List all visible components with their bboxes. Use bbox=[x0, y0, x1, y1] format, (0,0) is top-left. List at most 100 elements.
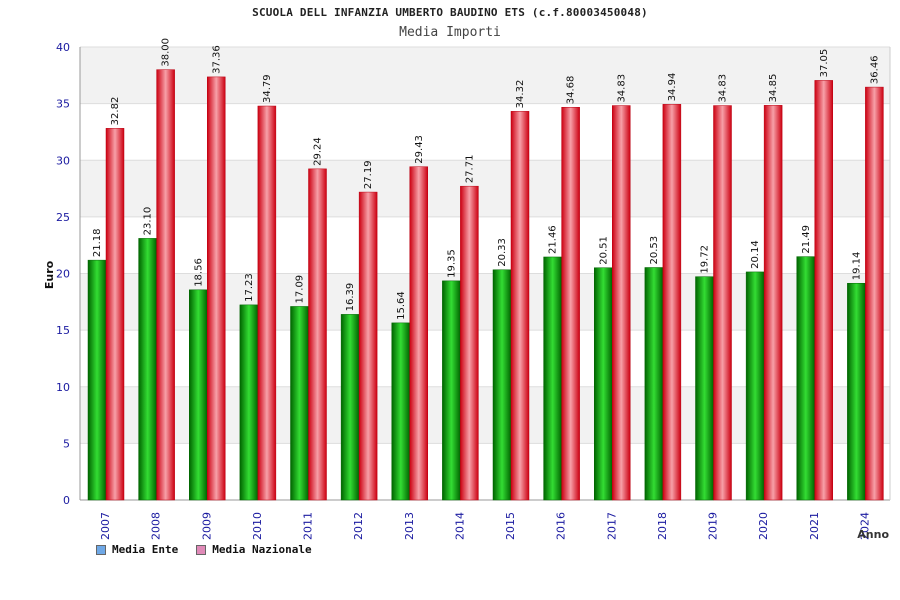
x-tick-label: 2019 bbox=[707, 512, 720, 540]
bar-media-ente-2016 bbox=[543, 256, 562, 501]
bar-media-nazionale-2010 bbox=[257, 105, 277, 501]
value-label: 16.39 bbox=[345, 283, 356, 312]
x-tick-label: 2008 bbox=[150, 512, 163, 540]
y-tick-label: 5 bbox=[63, 437, 70, 450]
value-label: 32.82 bbox=[110, 97, 121, 126]
bar-media-nazionale-2017 bbox=[612, 105, 631, 501]
y-tick-label: 30 bbox=[56, 154, 70, 167]
legend-item-media-nazionale: Media Nazionale bbox=[196, 543, 312, 556]
bar-media-nazionale-2019 bbox=[713, 105, 732, 501]
bar-media-nazionale-2015 bbox=[510, 111, 530, 501]
value-label: 20.51 bbox=[598, 236, 609, 265]
value-label: 34.83 bbox=[718, 74, 729, 103]
x-axis-label: Anno bbox=[857, 528, 889, 541]
x-tick-label: 2010 bbox=[251, 512, 264, 540]
bar-media-ente-2014 bbox=[442, 280, 461, 501]
value-label: 34.79 bbox=[262, 74, 273, 103]
bar-media-nazionale-2007 bbox=[105, 128, 125, 501]
bar-media-nazionale-2013 bbox=[409, 166, 428, 501]
value-label: 34.68 bbox=[566, 76, 577, 105]
value-label: 27.71 bbox=[464, 155, 475, 184]
legend-item-media-ente: Media Ente bbox=[96, 543, 178, 556]
x-tick-label: 2013 bbox=[403, 512, 416, 540]
bar-media-ente-2015 bbox=[492, 269, 512, 501]
bar-media-ente-2010 bbox=[239, 304, 259, 501]
bar-media-ente-2008 bbox=[138, 238, 157, 501]
x-tick-label: 2012 bbox=[352, 512, 365, 540]
x-tick-label: 2015 bbox=[504, 512, 517, 540]
value-label: 37.05 bbox=[819, 49, 830, 78]
value-label: 19.14 bbox=[851, 252, 862, 281]
value-label: 34.83 bbox=[616, 74, 627, 103]
value-label: 37.36 bbox=[211, 45, 222, 74]
bar-media-ente-2007 bbox=[87, 259, 107, 501]
y-tick-label: 20 bbox=[56, 268, 70, 281]
chart-subtitle: Media Importi bbox=[399, 25, 501, 40]
bar-media-ente-2011 bbox=[290, 306, 309, 501]
bar-media-ente-2012 bbox=[340, 314, 360, 501]
value-label: 36.46 bbox=[869, 55, 880, 84]
y-tick-label: 35 bbox=[56, 98, 70, 111]
value-label: 15.64 bbox=[396, 291, 407, 320]
value-label: 34.94 bbox=[667, 73, 678, 102]
x-tick-label: 2017 bbox=[605, 512, 618, 540]
value-label: 19.35 bbox=[446, 249, 457, 278]
bar-media-ente-2019 bbox=[695, 276, 714, 501]
legend-label-media-ente: Media Ente bbox=[112, 543, 179, 556]
x-tick-label: 2011 bbox=[302, 512, 315, 540]
value-label: 17.09 bbox=[295, 275, 306, 304]
y-tick-label: 0 bbox=[63, 494, 70, 507]
bar-media-nazionale-2018 bbox=[662, 104, 682, 501]
y-tick-label: 25 bbox=[56, 211, 70, 224]
bar-media-nazionale-2024 bbox=[865, 86, 884, 501]
value-label: 20.14 bbox=[750, 240, 761, 269]
value-label: 21.46 bbox=[548, 225, 559, 254]
x-tick-label: 2016 bbox=[555, 512, 568, 540]
bar-media-nazionale-2011 bbox=[308, 168, 327, 501]
value-label: 27.19 bbox=[363, 160, 374, 189]
value-label: 20.53 bbox=[649, 236, 660, 265]
value-label: 29.24 bbox=[313, 137, 324, 166]
value-label: 29.43 bbox=[414, 135, 425, 164]
bar-media-ente-2024 bbox=[847, 282, 866, 501]
x-tick-label: 2018 bbox=[656, 512, 669, 540]
value-label: 21.18 bbox=[92, 228, 103, 257]
value-label: 38.00 bbox=[161, 38, 172, 67]
value-label: 18.56 bbox=[193, 258, 204, 287]
y-tick-label: 15 bbox=[56, 324, 70, 337]
bar-media-ente-2013 bbox=[391, 322, 410, 501]
legend-swatch-media-nazionale bbox=[196, 544, 207, 555]
value-label: 34.32 bbox=[515, 80, 526, 109]
y-tick-label: 40 bbox=[56, 41, 70, 54]
legend: Media Ente Media Nazionale bbox=[96, 543, 312, 556]
x-tick-label: 2020 bbox=[757, 512, 770, 540]
y-axis-label: Euro bbox=[43, 260, 56, 289]
bar-media-nazionale-2009 bbox=[207, 76, 226, 501]
bar-media-ente-2018 bbox=[644, 267, 664, 501]
value-label: 20.33 bbox=[497, 238, 508, 267]
value-label: 21.49 bbox=[801, 225, 812, 254]
x-tick-label: 2021 bbox=[808, 512, 821, 540]
x-tick-label: 2014 bbox=[453, 512, 466, 540]
bar-media-nazionale-2021 bbox=[814, 80, 833, 501]
legend-swatch-media-ente bbox=[96, 544, 106, 555]
bar-media-nazionale-2014 bbox=[460, 185, 479, 501]
bar-media-ente-2021 bbox=[796, 256, 815, 501]
bar-media-nazionale-2012 bbox=[358, 191, 378, 501]
x-tick-label: 2009 bbox=[200, 512, 213, 540]
legend-label-media-nazionale: Media Nazionale bbox=[212, 543, 312, 556]
value-label: 34.85 bbox=[768, 74, 779, 103]
x-tick-label: 2024 bbox=[858, 512, 871, 540]
y-tick-label: 10 bbox=[56, 381, 70, 394]
bar-media-ente-2009 bbox=[189, 289, 208, 501]
chart-title: SCUOLA DELL INFANZIA UMBERTO BAUDINO ETS… bbox=[252, 6, 648, 19]
bar-media-nazionale-2016 bbox=[561, 106, 580, 501]
value-label: 19.72 bbox=[700, 245, 711, 274]
bar-media-nazionale-2020 bbox=[763, 105, 783, 501]
bar-media-nazionale-2008 bbox=[156, 69, 175, 501]
bar-media-ente-2017 bbox=[594, 267, 613, 501]
x-tick-label: 2007 bbox=[99, 512, 112, 540]
value-label: 23.10 bbox=[143, 207, 154, 236]
